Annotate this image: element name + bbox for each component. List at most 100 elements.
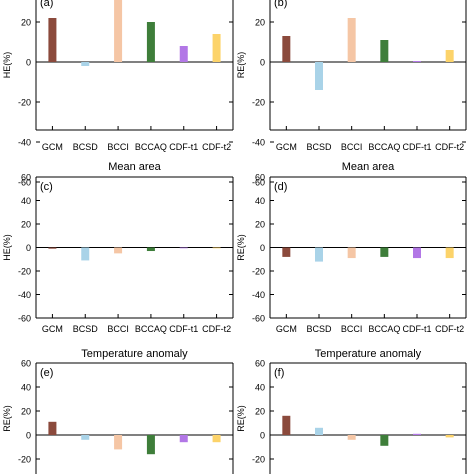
category-label: BCCAQ bbox=[368, 324, 400, 334]
bar-cdf-t2 bbox=[445, 50, 454, 62]
y-tick-label: 40 bbox=[21, 383, 31, 393]
bar-cdf-t1 bbox=[413, 61, 421, 62]
y-tick-label: -20 bbox=[18, 455, 31, 465]
bar-gcm bbox=[282, 247, 291, 257]
bar-bccaq bbox=[380, 435, 389, 446]
panel-title: Mean area bbox=[342, 161, 395, 173]
y-tick-label: 40 bbox=[255, 383, 265, 393]
category-label: BCSD bbox=[73, 142, 99, 152]
bar-gcm bbox=[282, 415, 291, 435]
bar-gcm bbox=[282, 36, 291, 62]
bar-bcci bbox=[114, 247, 123, 254]
bar-bcci bbox=[114, 0, 123, 62]
category-label: BCCI bbox=[107, 142, 129, 152]
bar-gcm bbox=[48, 421, 57, 435]
y-tick-label: -20 bbox=[18, 98, 31, 108]
bar-bcsd bbox=[81, 62, 90, 66]
panel-letter: (d) bbox=[274, 181, 287, 193]
y-tick-label: 40 bbox=[21, 196, 31, 206]
category-label: CDF-t1 bbox=[169, 142, 198, 152]
y-tick-label: -60 bbox=[252, 314, 265, 324]
y-tick-label: -40 bbox=[252, 138, 265, 148]
y-tick-label: 0 bbox=[26, 58, 31, 68]
y-tick-label: 60 bbox=[21, 173, 31, 183]
y-tick-label: -20 bbox=[252, 267, 265, 277]
y-tick-label: -60 bbox=[252, 178, 265, 188]
category-label: CDF-t2 bbox=[202, 324, 231, 334]
category-label: CDF-t2 bbox=[435, 142, 464, 152]
category-label: BCSD bbox=[73, 324, 99, 334]
y-axis-label: HE(%) bbox=[2, 234, 12, 261]
y-tick-label: -40 bbox=[252, 290, 265, 300]
bar-bcsd bbox=[81, 247, 90, 261]
bar-cdf-t2 bbox=[212, 34, 221, 62]
category-label: BCCI bbox=[341, 142, 363, 152]
bar-bccaq bbox=[380, 40, 389, 62]
y-tick-label: 20 bbox=[21, 407, 31, 417]
bar-bcci bbox=[347, 18, 356, 62]
category-label: CDF-t1 bbox=[403, 324, 432, 334]
y-tick-label: 60 bbox=[21, 359, 31, 369]
category-label: CDF-t1 bbox=[403, 142, 432, 152]
category-label: GCM bbox=[276, 142, 297, 152]
panel-letter: (e) bbox=[40, 367, 53, 379]
bar-bcci bbox=[114, 435, 123, 450]
panel-letter: (c) bbox=[40, 181, 53, 193]
y-tick-label: -40 bbox=[18, 290, 31, 300]
y-tick-label: 0 bbox=[260, 243, 265, 253]
bar-cdf-t2 bbox=[445, 247, 454, 259]
y-axis-label: HE(%) bbox=[2, 52, 12, 79]
bar-bcsd bbox=[315, 427, 323, 435]
category-label: BCCAQ bbox=[135, 142, 167, 152]
bar-bccaq bbox=[146, 247, 155, 252]
y-axis-label: RE(%) bbox=[236, 52, 246, 79]
bar-bccaq bbox=[146, 22, 155, 62]
panel-f: -20 0 20 40 60 RE(%) Temperature anomaly (f) bbox=[236, 348, 467, 474]
y-tick-label: 20 bbox=[255, 220, 265, 230]
bar-gcm bbox=[48, 18, 57, 62]
panel-e: -20 0 20 40 60 RE(%) Temperature anomaly (e) bbox=[2, 348, 234, 474]
category-label: BCCAQ bbox=[135, 324, 167, 334]
bar-cdf-t1 bbox=[179, 247, 188, 249]
bar-bcci bbox=[347, 435, 356, 440]
bar-cdf-t2 bbox=[445, 435, 454, 438]
y-tick-label: -60 bbox=[18, 314, 31, 324]
bar-cdf-t1 bbox=[179, 46, 188, 62]
category-label: CDF-t1 bbox=[169, 324, 198, 334]
bar-cdf-t2 bbox=[212, 247, 221, 249]
panel-c: -60 -40 -20 0 20 40 60 HE(%) Mean area (c) GCM BCSD… bbox=[2, 161, 234, 334]
y-tick-label: 20 bbox=[255, 18, 265, 28]
category-label: BCSD bbox=[306, 324, 332, 334]
category-label: GCM bbox=[42, 142, 63, 152]
category-label: GCM bbox=[276, 324, 297, 334]
y-axis-label: RE(%) bbox=[236, 234, 246, 261]
bar-bcsd bbox=[315, 62, 323, 90]
panel-title: Temperature anomaly bbox=[81, 348, 188, 360]
panel-letter: (a) bbox=[40, 0, 53, 9]
y-tick-label: -40 bbox=[18, 138, 31, 148]
category-label: BCSD bbox=[306, 142, 332, 152]
panel-letter: (b) bbox=[274, 0, 287, 9]
y-axis-label: RE(%) bbox=[2, 405, 12, 432]
y-tick-label: 20 bbox=[255, 407, 265, 417]
y-tick-label: 0 bbox=[260, 58, 265, 68]
bar-cdf-t1 bbox=[179, 435, 188, 443]
y-tick-label: 0 bbox=[26, 243, 31, 253]
y-tick-label: -20 bbox=[252, 98, 265, 108]
bar-cdf-t1 bbox=[413, 433, 421, 435]
panel-letter: (f) bbox=[274, 367, 284, 379]
bar-gcm bbox=[48, 247, 57, 249]
bar-cdf-t1 bbox=[413, 247, 421, 259]
y-tick-label: 40 bbox=[255, 196, 265, 206]
y-tick-label: -60 bbox=[18, 178, 31, 188]
category-label: BCCI bbox=[107, 324, 129, 334]
category-label: BCCAQ bbox=[368, 142, 400, 152]
bar-bcsd bbox=[315, 247, 323, 262]
bar-bcsd bbox=[81, 435, 90, 440]
y-tick-label: 60 bbox=[255, 359, 265, 369]
category-label: CDF-t2 bbox=[435, 324, 464, 334]
bar-bccaq bbox=[146, 435, 155, 455]
